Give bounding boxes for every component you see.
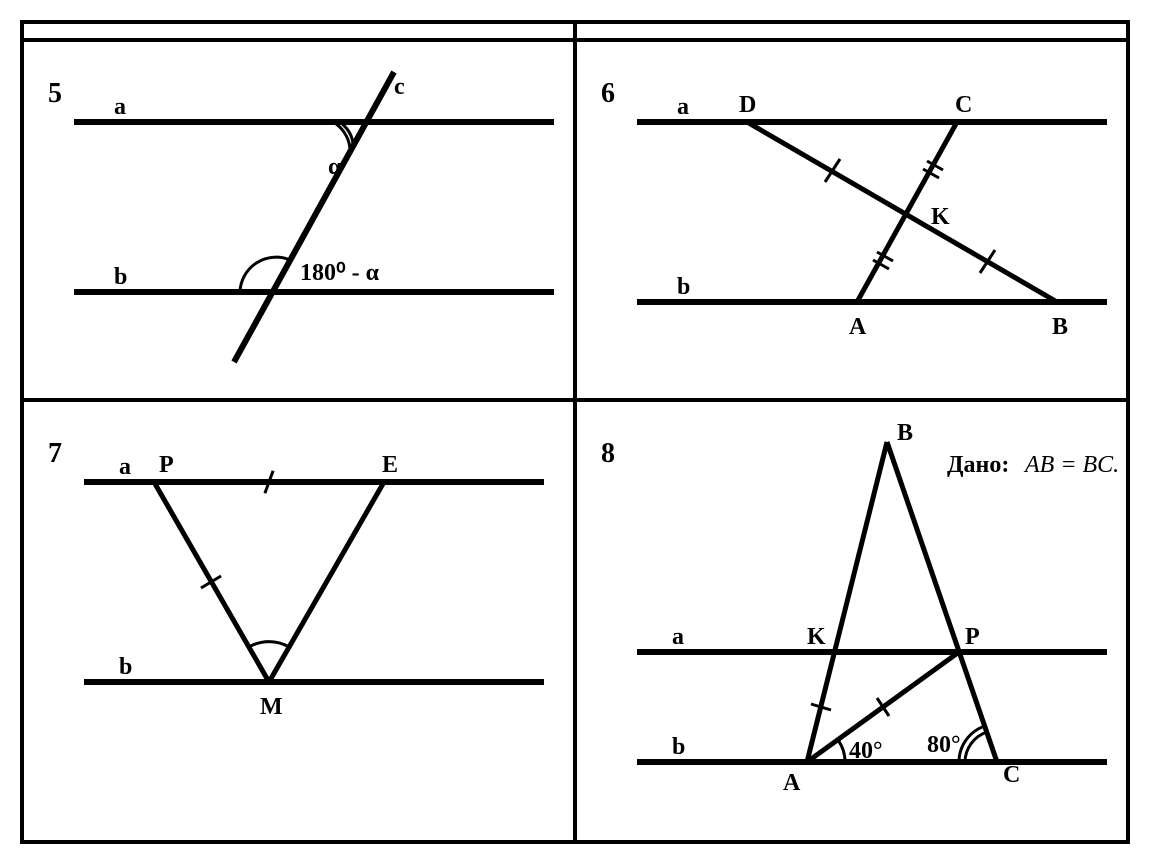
- label-P: P: [965, 624, 980, 650]
- label-M: M: [260, 694, 283, 720]
- panel-number: 8: [601, 438, 615, 469]
- panel-6: 6 a b D C A B K: [577, 42, 1126, 398]
- label-K: K: [931, 204, 950, 230]
- label-C: C: [955, 92, 972, 118]
- given-label: Дано:: [947, 452, 1009, 478]
- diagram-grid: 5 a b c α 180⁰ - α 6 a b D C A B K 7: [20, 20, 1130, 844]
- panel-number: 5: [48, 78, 62, 109]
- label-K: K: [807, 624, 826, 650]
- label-c: c: [394, 74, 405, 100]
- seg-EM: [269, 482, 384, 682]
- panel-7: 7 a b P E M: [24, 402, 573, 842]
- label-D: D: [739, 92, 756, 118]
- label-E: E: [382, 452, 398, 478]
- panel-number: 7: [48, 438, 62, 469]
- panel-8-svg: 8 Дано: AB = BC. a b B K P A C 40° 80°: [577, 402, 1126, 842]
- label-a: a: [672, 624, 684, 650]
- label-A: A: [783, 770, 801, 796]
- panel-5: 5 a b c α 180⁰ - α: [24, 42, 573, 398]
- label-b: b: [672, 734, 685, 760]
- label-b: b: [119, 654, 132, 680]
- label-a: a: [677, 94, 689, 120]
- label-B: B: [1052, 314, 1068, 340]
- label-alpha: α: [328, 154, 342, 180]
- label-P: P: [159, 452, 174, 478]
- arc-alpha-2: [333, 122, 350, 154]
- seg-DB: [747, 122, 1057, 302]
- panel-7-svg: 7 a b P E M: [24, 402, 573, 842]
- label-B: B: [897, 420, 913, 446]
- panel-8: 8 Дано: AB = BC. a b B K P A C 40° 80°: [577, 402, 1126, 842]
- label-b: b: [114, 264, 127, 290]
- label-b: b: [677, 274, 690, 300]
- seg-CB: [887, 442, 997, 762]
- panel-number: 6: [601, 78, 615, 109]
- panel-5-svg: 5 a b c α 180⁰ - α: [24, 42, 573, 398]
- arc-40: [838, 740, 845, 762]
- label-C: C: [1003, 762, 1020, 788]
- arc-M: [249, 642, 289, 647]
- label-a: a: [114, 94, 126, 120]
- label-a: a: [119, 454, 131, 480]
- transversal-c: [234, 72, 394, 362]
- given-eq: AB = BC.: [1023, 452, 1119, 478]
- label-180-alpha: 180⁰ - α: [300, 260, 380, 286]
- panel-6-svg: 6 a b D C A B K: [577, 42, 1126, 398]
- label-80: 80°: [927, 732, 961, 758]
- label-40: 40°: [849, 738, 883, 764]
- label-A: A: [849, 314, 867, 340]
